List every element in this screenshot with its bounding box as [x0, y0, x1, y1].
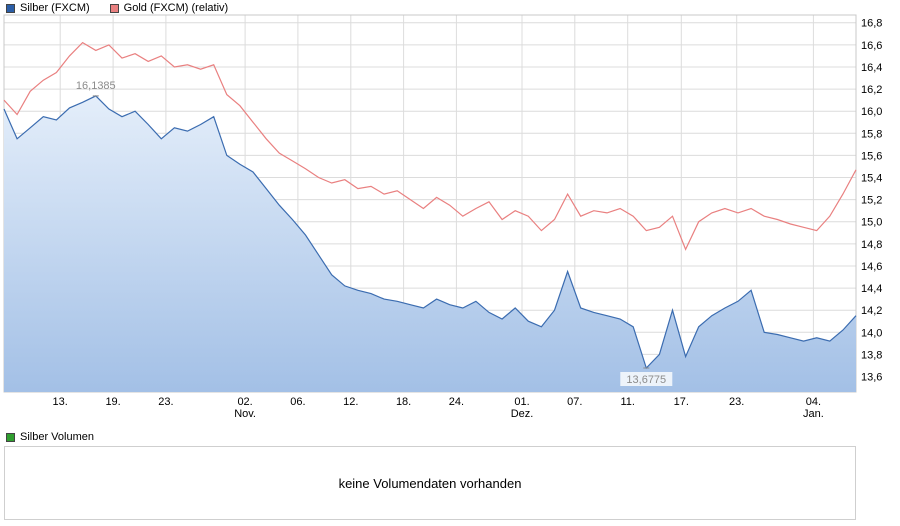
volume-swatch-icon — [6, 432, 15, 442]
x-axis-month-label: Nov. — [234, 408, 256, 420]
silver-series-line — [3, 95, 857, 370]
legend-label-gold: Gold (FXCM) (relativ) — [123, 2, 229, 14]
silver-swatch-icon — [6, 3, 15, 13]
x-axis-label: 13. — [53, 396, 68, 408]
legend-label-volume: Silber Volumen — [20, 431, 94, 443]
y-axis-label: 13,8 — [861, 349, 882, 361]
annotation-label-low: 13,6775 — [626, 374, 666, 386]
y-axis-label: 14,0 — [861, 327, 882, 339]
price-chart[interactable]: 16,8 16,6 16,4 16,2 16,0 15,8 15,6 15,4 15,2 15,0… — [0, 14, 900, 426]
y-axis-label: 15,0 — [861, 217, 882, 229]
y-axis-label: 14,4 — [861, 283, 882, 295]
y-axis-label: 15,2 — [861, 195, 882, 207]
x-axis-label: 07. — [567, 396, 582, 408]
x-axis-label: 06. — [290, 396, 305, 408]
y-axis-label: 15,4 — [861, 173, 882, 185]
x-axis-label: 19. — [105, 396, 120, 408]
y-axis-label: 15,6 — [861, 150, 882, 162]
silver-area-fill — [4, 95, 856, 393]
annotation-label-high: 16,1385 — [76, 80, 116, 92]
y-axis-label: 14,8 — [861, 239, 882, 251]
volume-legend: Silber Volumen — [6, 431, 114, 443]
gold-swatch-icon — [109, 3, 119, 13]
x-axis-label: 04. — [806, 396, 821, 408]
x-axis-label: 18. — [396, 396, 411, 408]
x-axis-label: 11. — [620, 396, 634, 408]
annotation-label-bg — [620, 372, 673, 386]
y-axis-label: 14,2 — [861, 305, 882, 317]
y-axis-label: 16,8 — [861, 18, 882, 30]
x-axis-month-label: Dez. — [511, 408, 534, 420]
x-axis-month-label: Jan. — [803, 408, 824, 420]
legend-item-volume: Silber Volumen — [6, 431, 94, 443]
y-axis-label: 15,8 — [861, 128, 882, 140]
y-axis-label: 16,6 — [861, 40, 882, 52]
legend-item-gold: Gold (FXCM) (relativ) — [109, 2, 229, 14]
legend-label-silver: Silber (FXCM) — [20, 2, 90, 14]
x-axis-label: 01. — [514, 396, 529, 408]
legend-item-silver: Silber (FXCM) — [6, 2, 90, 14]
y-axis-label: 16,4 — [861, 62, 882, 74]
x-axis-label: 17. — [674, 396, 689, 408]
x-axis-label: 24. — [449, 396, 464, 408]
x-axis-label: 23. — [158, 396, 173, 408]
gold-series-line — [3, 41, 857, 251]
x-axis-label: 02. — [237, 396, 252, 408]
y-axis-label: 13,6 — [861, 372, 882, 384]
y-axis-label: 16,2 — [861, 84, 882, 96]
y-axis-label: 14,6 — [861, 261, 882, 273]
y-axis-label: 16,0 — [861, 106, 882, 118]
volume-panel: keine Volumendaten vorhanden — [4, 446, 856, 520]
x-axis-label: 12. — [343, 396, 358, 408]
price-legend: Silber (FXCM) Gold (FXCM) (relativ) — [6, 2, 248, 14]
volume-message: keine Volumendaten vorhanden — [338, 475, 522, 491]
x-axis-label: 23. — [729, 396, 744, 408]
